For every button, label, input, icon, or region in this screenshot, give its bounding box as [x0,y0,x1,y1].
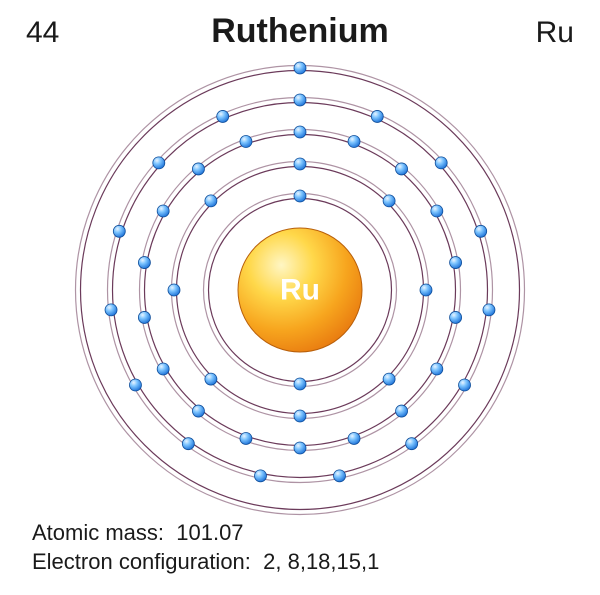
electron [113,225,125,237]
electron [294,126,306,138]
electron [205,195,217,207]
electron [383,373,395,385]
electron [431,205,443,217]
electron [396,405,408,417]
electron [138,257,150,269]
electron [294,190,306,202]
electron-config-row: Electron configuration: 2, 8,18,15,1 [32,547,379,577]
electron [348,432,360,444]
electron [182,438,194,450]
electron [294,62,306,74]
electron [138,311,150,323]
electron [294,378,306,390]
electron [334,470,346,482]
electron [192,163,204,175]
electron [240,432,252,444]
electron [431,363,443,375]
electron [383,195,395,207]
electron [450,311,462,323]
electron [396,163,408,175]
electron [240,136,252,148]
element-name-title: Ruthenium [0,12,600,51]
electron [475,225,487,237]
electron [153,157,165,169]
electron-config-label: Electron configuration: [32,549,263,574]
electron [348,136,360,148]
electron [157,205,169,217]
electron [294,410,306,422]
element-symbol: Ru [536,16,574,50]
electron [435,157,447,169]
electron [168,284,180,296]
electron [157,363,169,375]
nucleus-label: Ru [280,274,320,307]
electron [294,94,306,106]
atom-diagram: Ru [60,60,540,520]
electron [205,373,217,385]
electron [450,257,462,269]
electron [294,442,306,454]
electron [192,405,204,417]
electron-config-value: 2, 8,18,15,1 [263,549,379,574]
electron [459,379,471,391]
atomic-mass-label: Atomic mass: [32,520,176,545]
electron [255,470,267,482]
electron [420,284,432,296]
atomic-mass-value: 101.07 [176,520,243,545]
electron [105,304,117,316]
electron [483,304,495,316]
electron [129,379,141,391]
atom-svg: Ru [60,60,540,520]
electron [406,438,418,450]
electron [371,110,383,122]
header: 44 Ruthenium Ru [0,16,600,56]
electron [294,158,306,170]
electron [217,110,229,122]
atomic-mass-row: Atomic mass: 101.07 [32,518,379,548]
footer: Atomic mass: 101.07 Electron configurati… [32,518,379,577]
